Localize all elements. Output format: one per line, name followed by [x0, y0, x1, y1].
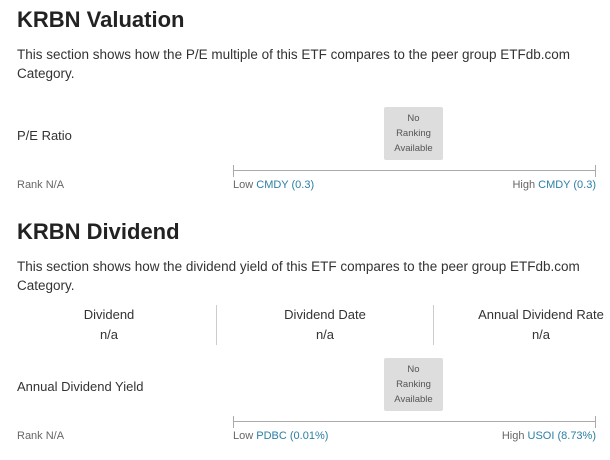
column-label: Dividend: [83, 307, 135, 322]
rank-scale: [233, 165, 596, 177]
column-value: n/a: [531, 327, 551, 342]
high-text: High: [512, 179, 536, 191]
ranking-text: No: [407, 364, 420, 375]
metric-label: P/E Ratio: [17, 128, 72, 143]
fund-link[interactable]: PDBC (0.01%): [256, 430, 329, 442]
high-text: High: [501, 430, 525, 442]
dividend-column: Dividend n/a: [1, 305, 217, 345]
no-ranking-box: No Ranking Available: [384, 107, 443, 160]
ranking-text: Available: [394, 143, 433, 154]
section-description: This section shows how the dividend yiel…: [17, 259, 580, 293]
low-label: Low PDBC (0.01%): [233, 430, 328, 442]
fund-link[interactable]: CMDY (0.3): [538, 179, 596, 191]
high-label: High USOI (8.73%): [502, 430, 596, 442]
dividend-column: Annual Dividend Rate n/a: [433, 305, 610, 345]
ranking-text: Ranking: [396, 379, 431, 390]
no-ranking-box: No Ranking Available: [384, 358, 443, 411]
column-label: Dividend Date: [284, 307, 366, 322]
low-label: Low CMDY (0.3): [233, 179, 314, 191]
section-title: KRBN Dividend: [17, 219, 180, 244]
metric-label: Annual Dividend Yield: [17, 379, 144, 394]
column-value: n/a: [99, 327, 119, 342]
divider: [216, 305, 217, 345]
section-title: KRBN Valuation: [17, 7, 185, 32]
rank-scale: [233, 416, 596, 428]
section-description: This section shows how the P/E multiple …: [17, 47, 570, 81]
column-value: n/a: [315, 327, 335, 342]
fund-link[interactable]: USOI (8.73%): [527, 430, 596, 442]
high-label: High CMDY (0.3): [512, 179, 596, 191]
fund-link[interactable]: CMDY (0.3): [256, 179, 315, 191]
divider: [433, 305, 434, 345]
low-text: Low: [233, 179, 254, 191]
rank-text: Rank N/A: [17, 179, 65, 191]
low-text: Low: [233, 430, 254, 442]
ranking-text: Ranking: [396, 128, 431, 139]
dividend-column: Dividend Date n/a: [217, 305, 433, 345]
column-label: Annual Dividend Rate: [478, 307, 604, 322]
ranking-text: No: [407, 113, 420, 124]
rank-text: Rank N/A: [17, 430, 65, 442]
ranking-text: Available: [394, 394, 433, 405]
